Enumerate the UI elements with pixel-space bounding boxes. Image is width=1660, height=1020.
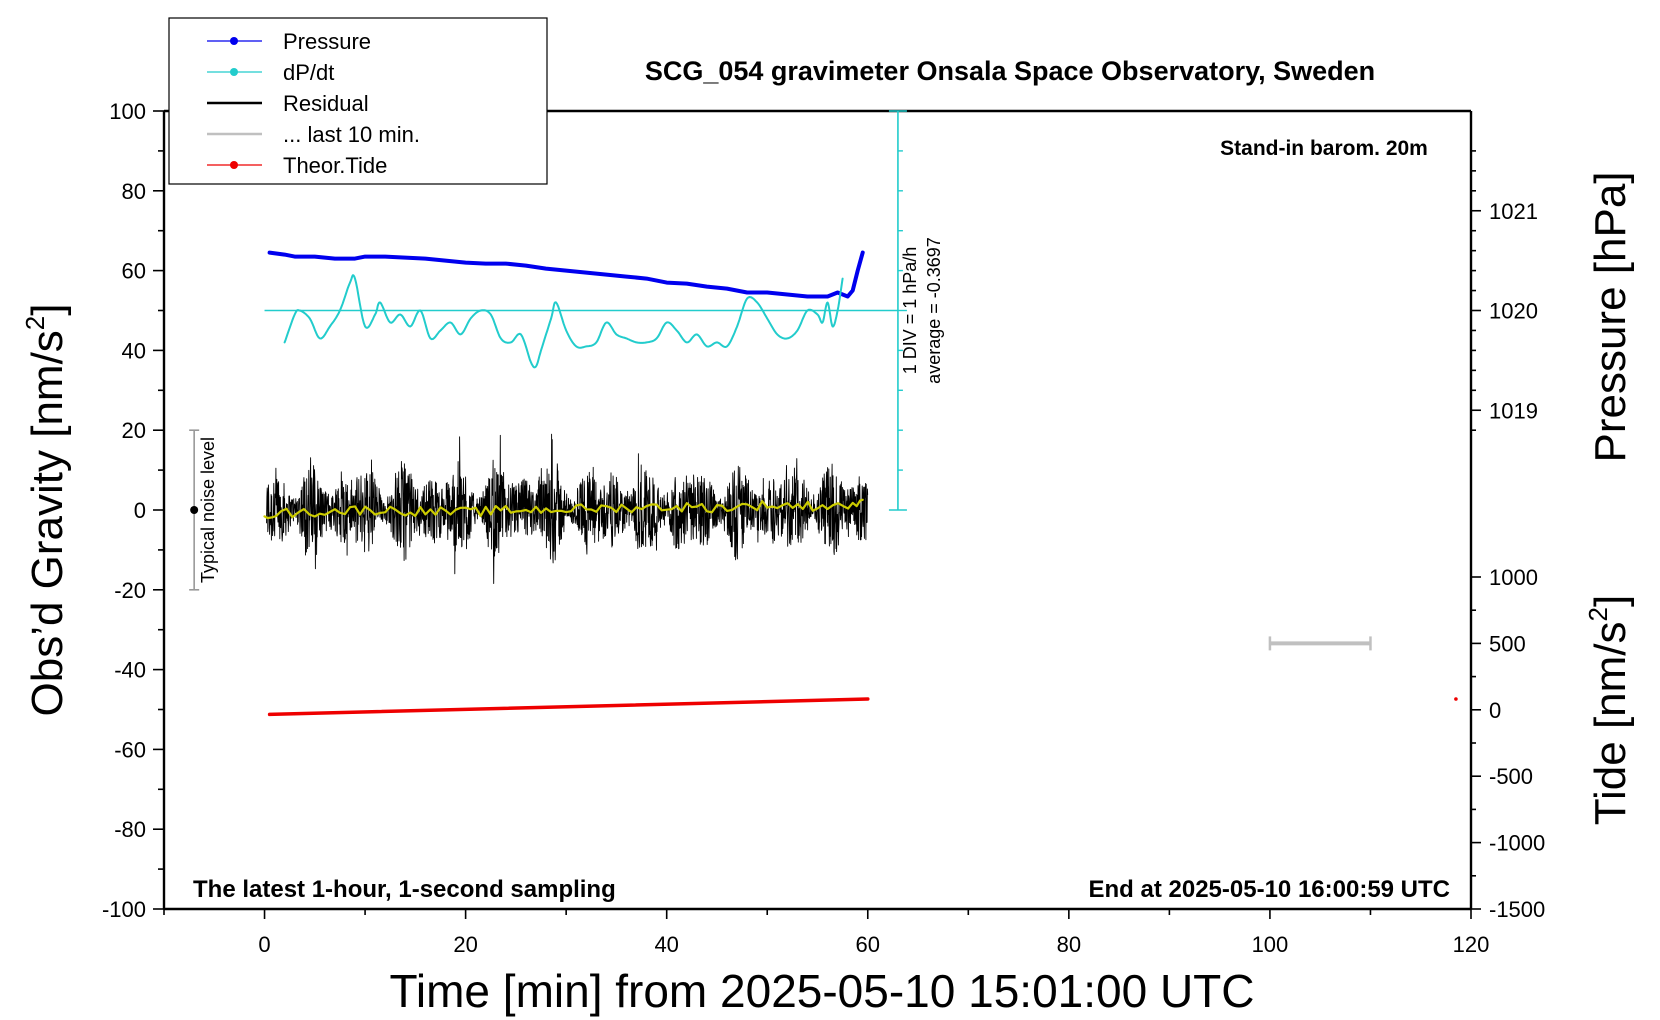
x-tick-label: 60 [856, 932, 880, 957]
legend-box [168, 17, 548, 185]
y-tick-label: 100 [109, 99, 146, 124]
dpdt-line [283, 274, 844, 369]
x-tick-label: 100 [1252, 932, 1289, 957]
y-tick-label: 80 [122, 179, 146, 204]
y-tick-label: -100 [102, 897, 146, 922]
legend-label: Residual [283, 91, 369, 116]
y-tick-label: 20 [122, 418, 146, 443]
tide-tick-label: -500 [1489, 764, 1533, 789]
station-note: Stand-in barom. 20m [1220, 137, 1428, 160]
legend-label: Theor.Tide [283, 153, 387, 178]
subtitle-left: The latest 1-hour, 1-second sampling [193, 876, 616, 903]
legend-marker [230, 37, 238, 45]
x-tick-label: 20 [453, 932, 477, 957]
legend-label: ... last 10 min. [283, 122, 420, 147]
legend-marker [230, 161, 238, 169]
legend-label: Pressure [283, 29, 371, 54]
pressure-tick-label: 1019 [1489, 398, 1538, 423]
chart-title: SCG_054 gravimeter Onsala Space Observat… [645, 56, 1375, 86]
y-tick-label: -60 [114, 737, 146, 762]
y-tick-label: -20 [114, 578, 146, 603]
legend-label: dP/dt [283, 60, 334, 85]
x-tick-label: 120 [1453, 932, 1490, 957]
y-tick-label: 40 [122, 338, 146, 363]
x-tick-label: 40 [654, 932, 678, 957]
y-axis-label-tide: Tide [nm/s2] [1583, 595, 1635, 825]
x-tick-label: 0 [258, 932, 270, 957]
tide-tick-label: 1000 [1489, 565, 1538, 590]
y-tick-label: 60 [122, 259, 146, 284]
pressure-tick-label: 1021 [1489, 199, 1538, 224]
noise-level-dot [190, 506, 199, 514]
smoothed-residual-line [263, 498, 864, 520]
legend-marker [230, 68, 238, 76]
dpdt-scale-label: 1 DIV = 1 hPa/h [900, 247, 920, 375]
legend: Pressure dP/dt Residual ... last 10 min. The… [168, 17, 548, 185]
theor-tide-point [1454, 697, 1458, 701]
pressure-tick-label: 1020 [1489, 299, 1538, 324]
pressure-line [267, 250, 865, 299]
noise-level-label: Typical noise level [198, 437, 218, 583]
x-axis-label: Time [min] from 2025-05-10 15:01:00 UTC [390, 965, 1255, 1017]
x-tick-label: 80 [1057, 932, 1081, 957]
y-tick-label: -40 [114, 658, 146, 683]
subtitle-right: End at 2025-05-10 16:00:59 UTC [1089, 876, 1451, 903]
y-tick-label: 0 [134, 498, 146, 523]
dpdt-average-label: average = -0.3697 [924, 237, 944, 384]
y-axis-label-gravity: Obs’d Gravity [nm/s2] [20, 303, 72, 716]
theor-tide-line [267, 697, 870, 717]
tide-tick-label: -1000 [1489, 831, 1545, 856]
y-tick-label: -80 [114, 817, 146, 842]
tide-tick-label: 0 [1489, 698, 1501, 723]
y-axis-label-pressure: Pressure [hPa] [1586, 171, 1635, 462]
tide-tick-label: 500 [1489, 631, 1526, 656]
tide-tick-label: -1500 [1489, 897, 1545, 922]
